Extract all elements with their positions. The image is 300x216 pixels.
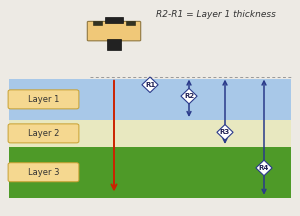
Text: R2-R1 = Layer 1 thickness: R2-R1 = Layer 1 thickness xyxy=(156,10,276,19)
Polygon shape xyxy=(256,160,272,176)
Text: R4: R4 xyxy=(259,165,269,171)
Bar xyxy=(9,79,291,120)
FancyBboxPatch shape xyxy=(107,39,121,50)
Text: R3: R3 xyxy=(220,129,230,135)
Polygon shape xyxy=(181,88,197,104)
FancyBboxPatch shape xyxy=(105,17,123,23)
FancyBboxPatch shape xyxy=(8,124,79,143)
Polygon shape xyxy=(142,77,158,93)
FancyBboxPatch shape xyxy=(8,90,79,109)
Text: R2: R2 xyxy=(184,93,194,99)
Text: Layer 1: Layer 1 xyxy=(28,95,59,104)
Bar xyxy=(9,120,291,147)
Text: R1: R1 xyxy=(145,82,155,88)
Text: Layer 2: Layer 2 xyxy=(28,129,59,138)
FancyBboxPatch shape xyxy=(93,21,102,25)
Bar xyxy=(9,147,291,198)
FancyBboxPatch shape xyxy=(87,21,141,41)
Polygon shape xyxy=(217,124,233,140)
Text: Layer 3: Layer 3 xyxy=(28,168,59,177)
FancyBboxPatch shape xyxy=(8,163,79,182)
FancyBboxPatch shape xyxy=(126,21,135,25)
